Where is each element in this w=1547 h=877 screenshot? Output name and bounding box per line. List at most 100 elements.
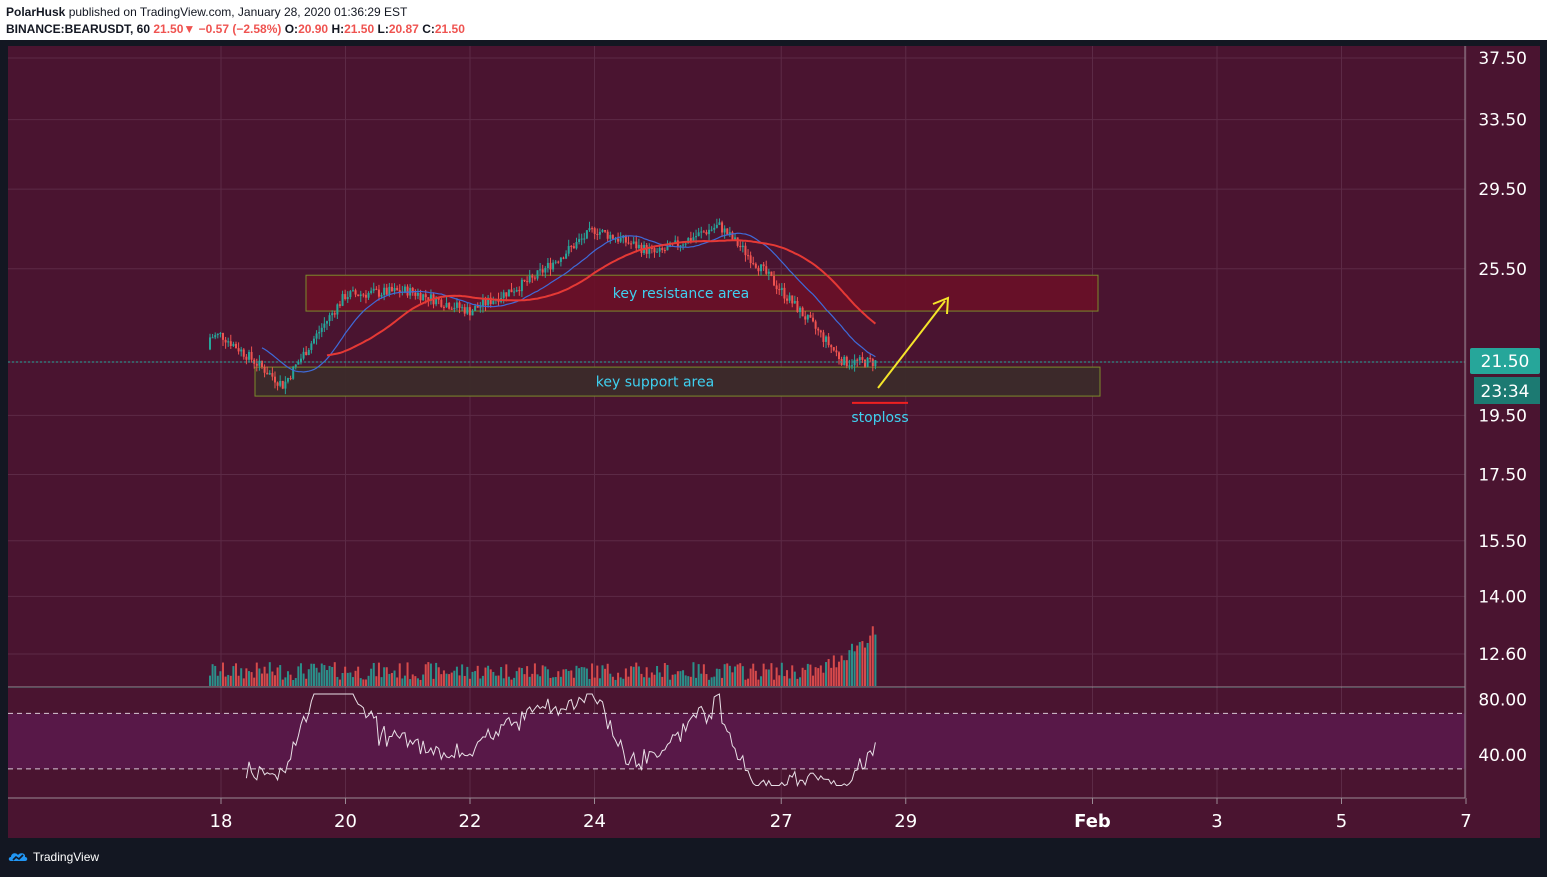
volume-bar [661, 676, 664, 686]
time-tick-label: 29 [894, 811, 917, 832]
volume-bar [318, 672, 321, 686]
rsi-axis-ticks: 80.00 40.00 [1478, 691, 1527, 767]
current-price-tag[interactable]: 21.50 [1470, 348, 1540, 374]
volume-bar [635, 662, 638, 686]
chart-canvas[interactable]: key resistance area key support area sto… [0, 40, 1547, 846]
candle-body [253, 359, 256, 364]
volume-bar [684, 675, 687, 686]
volume-bar [510, 679, 513, 686]
volume-bar [416, 678, 419, 686]
candle-body [523, 279, 526, 282]
candle-body [645, 244, 648, 254]
candle-body [513, 291, 516, 293]
candle-body [471, 310, 474, 316]
candle-body [346, 297, 349, 300]
candle-body [689, 238, 692, 241]
candle-body [328, 315, 331, 322]
candle-body [611, 234, 614, 239]
open-value: 20.90 [298, 22, 329, 36]
volume-bar [432, 678, 435, 686]
footer-brand[interactable]: TradingView [7, 849, 99, 865]
volume-bar [760, 676, 763, 686]
stoploss-label: stoploss [851, 410, 908, 426]
up-arrow-icon[interactable] [877, 296, 950, 389]
volume-bar [679, 671, 682, 686]
author-name[interactable]: PolarHusk [6, 5, 66, 19]
volume-bar [216, 675, 219, 686]
price-change: −0.57 (−2.58%) [198, 22, 282, 36]
volume-bar [856, 645, 859, 686]
volume-bar [583, 667, 586, 686]
volume-bar [674, 674, 677, 686]
volume-bar [315, 667, 318, 686]
volume-bar [700, 673, 703, 686]
volume-bar [606, 663, 609, 686]
volume-bar [409, 679, 412, 686]
candle-body [510, 289, 513, 293]
volume-bar [749, 668, 752, 686]
candle-body [380, 294, 383, 297]
volume-bar [721, 677, 724, 686]
volume-bar [383, 667, 386, 686]
volume-bar [276, 667, 279, 686]
volume-bar [240, 668, 243, 686]
volume-bar [346, 672, 349, 686]
volume-bar [450, 672, 453, 686]
candle-body [344, 294, 347, 300]
candle-body [422, 294, 425, 301]
candle-body [245, 356, 248, 360]
volume-bar [279, 665, 282, 686]
volume-bar [214, 665, 217, 686]
volume-bar [229, 675, 232, 686]
candle-body [448, 302, 451, 309]
volume-bar [812, 675, 815, 686]
candle-body [312, 338, 315, 344]
candle-body [637, 244, 640, 249]
candle-body [396, 288, 399, 291]
candle-body [416, 292, 419, 296]
volume-bar [552, 677, 555, 686]
candle-body [575, 242, 578, 249]
candle-body [284, 381, 287, 389]
candle-body [708, 229, 711, 235]
price-tick-label: 14.00 [1478, 587, 1527, 607]
volume-bar [767, 669, 770, 686]
volume-bar [463, 675, 466, 686]
volume-bar [419, 679, 422, 686]
candle-body [377, 289, 380, 297]
candle-body [411, 287, 414, 293]
candle-body [338, 304, 341, 306]
volume-bar [531, 673, 534, 686]
volume-bar [773, 679, 776, 686]
volume-bar [775, 667, 778, 686]
tradingview-brand: TradingView [33, 850, 100, 864]
low-value: 20.87 [388, 22, 419, 36]
volume-bar [747, 678, 750, 686]
candle-body [557, 261, 560, 263]
price-tick-label: 33.50 [1478, 111, 1527, 131]
volume-bar [247, 671, 250, 686]
symbol-name[interactable]: BINANCE:BEARUSDT, 60 [6, 22, 151, 36]
candle-body [713, 227, 716, 230]
candle-body [528, 275, 531, 283]
candle-body [827, 336, 830, 346]
candle-body [385, 287, 388, 295]
volume-bar [632, 666, 635, 686]
publish-info: published on TradingView.com, January 28… [68, 5, 408, 19]
candle-body [775, 285, 778, 290]
price-tick-label: 17.50 [1478, 465, 1527, 485]
volume-bar [585, 668, 588, 686]
candle-body [242, 349, 245, 357]
candle-body [250, 351, 253, 360]
candle-body [570, 245, 573, 247]
candle-body [260, 360, 263, 367]
candle-body [219, 332, 222, 334]
volume-bar [401, 678, 404, 686]
volume-bar [336, 676, 339, 686]
candle-body [684, 243, 687, 245]
volume-bar [245, 668, 248, 686]
support-zone[interactable] [254, 366, 1101, 397]
candle-body [627, 242, 630, 244]
time-tick-label: 18 [210, 811, 233, 832]
volume-bar [713, 676, 716, 686]
